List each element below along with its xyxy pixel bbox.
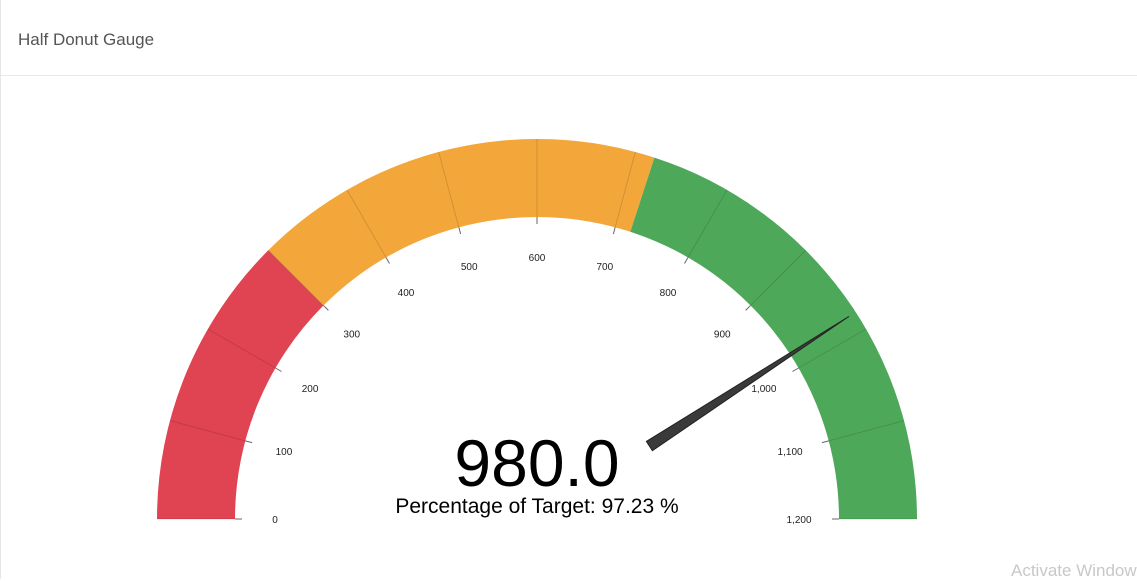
- gauge-gridline: [169, 420, 246, 442]
- gauge-tick-labels: 0 100 200 300 400 500 600 700 800 900 1,000 1,100 1,…: [272, 253, 812, 526]
- gauge-tick: [275, 367, 282, 372]
- panel-title: Half Donut Gauge: [18, 30, 155, 49]
- gauge-tick-label: 400: [398, 288, 415, 299]
- gauge-tick-label: 300: [343, 330, 360, 341]
- panel-header: Half Donut Gauge: [1, 0, 1137, 76]
- gauge-tick-label: 100: [276, 447, 293, 458]
- gauge-gridline: [346, 189, 387, 258]
- gauge-gridline: [267, 249, 324, 306]
- gauge-tick-label: 800: [660, 288, 677, 299]
- gauge-gridline: [438, 151, 460, 228]
- gauge-tick: [684, 257, 689, 264]
- windows-activation-watermark: Activate Windows: [1011, 561, 1137, 580]
- gauge-tick: [792, 367, 799, 372]
- gauge-tick: [245, 440, 253, 444]
- gauge-subtitle: Percentage of Target: 97.23 %: [395, 495, 678, 518]
- gauge-tick: [821, 440, 829, 444]
- gauge-gridline: [798, 328, 867, 369]
- gauge-tick: [745, 305, 751, 311]
- gauge-value: 980.0: [454, 426, 619, 500]
- gauge-gridline: [614, 151, 636, 228]
- gauge-gridline: [207, 328, 276, 369]
- gauge-band-1: [268, 139, 655, 306]
- gauge-gridlines: [157, 139, 917, 520]
- gauge-tick-label: 1,100: [778, 447, 803, 458]
- gauge-gridline: [687, 189, 728, 258]
- gauge-tick-label: 900: [714, 330, 731, 341]
- gauge-tick-label: 500: [461, 262, 478, 273]
- gauge-tick-label: 1,000: [751, 384, 776, 395]
- gauge-gridline: [750, 249, 807, 306]
- gauge-tick: [323, 305, 329, 311]
- gauge-needle: [645, 315, 850, 452]
- gauge-tick-label: 0: [272, 515, 278, 526]
- gauge-tick: [458, 227, 462, 235]
- gauge-bands: [157, 139, 918, 520]
- gauge-tick-label: 700: [596, 262, 613, 273]
- gauge-band-2: [630, 157, 918, 520]
- gauge-gridline: [828, 420, 905, 442]
- gauge-tick-label: 1,200: [786, 515, 811, 526]
- gauge-tick-label: 200: [302, 384, 319, 395]
- gauge-tick-label: 600: [529, 253, 546, 264]
- gauge-ticks: [235, 217, 839, 520]
- gauge-band-0: [157, 250, 324, 519]
- gauge-tick: [612, 227, 616, 235]
- gauge-tick: [385, 257, 390, 264]
